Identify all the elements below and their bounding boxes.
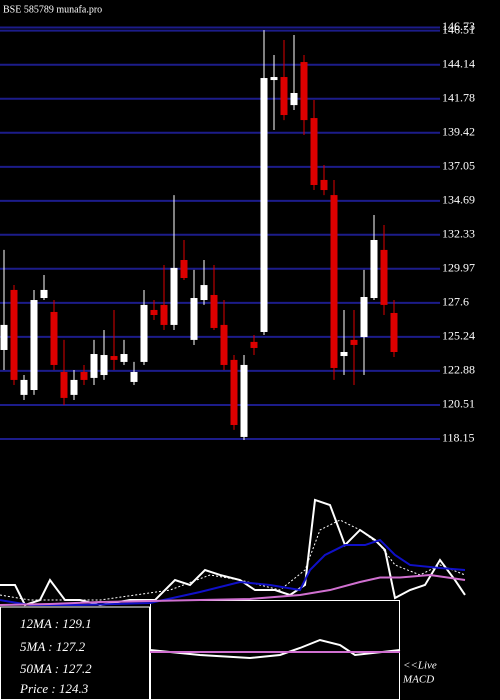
- candle-body: [350, 339, 358, 345]
- candle-body: [210, 294, 218, 328]
- annotation: <<Live: [403, 660, 437, 672]
- indicator-line: [0, 519, 466, 601]
- candle-body: [100, 355, 108, 376]
- candle-body: [90, 354, 98, 378]
- candle-body: [30, 300, 38, 391]
- candle-body: [290, 93, 298, 106]
- candle-body: [390, 312, 398, 352]
- candle-body: [190, 298, 198, 340]
- annotation: 5MA : 127.2: [20, 639, 86, 654]
- candle-body: [220, 324, 228, 365]
- candle-body: [80, 372, 88, 380]
- candle-body: [230, 359, 238, 425]
- annotation: 12MA : 129.1: [20, 616, 92, 631]
- y-tick-label: 132.33: [442, 227, 475, 241]
- candle-body: [40, 289, 48, 299]
- candle-body: [70, 379, 78, 395]
- candle-body: [250, 341, 258, 348]
- candle-body: [170, 267, 178, 325]
- annotation: MACD: [402, 674, 434, 686]
- candle-body: [310, 118, 318, 185]
- chart-title: BSE 585789 munafa.pro: [3, 4, 102, 15]
- annotation: Price : 124.3: [19, 681, 89, 696]
- candle-body: [270, 77, 278, 81]
- indicator-line: [0, 498, 466, 607]
- candle-body: [280, 77, 288, 116]
- y-tick-label: 125.24: [442, 329, 475, 343]
- candle-body: [60, 372, 68, 398]
- y-tick-label: 120.51: [442, 397, 475, 411]
- y-tick-label: 137.05: [442, 159, 475, 173]
- y-tick-label: 141.78: [442, 91, 475, 105]
- y-tick-label: 139.42: [442, 124, 475, 138]
- candle-body: [140, 304, 148, 362]
- y-tick-label: 146.73: [442, 19, 475, 33]
- candle-body: [330, 195, 338, 368]
- candle-body: [20, 379, 28, 395]
- candle-body: [240, 364, 248, 437]
- candle-body: [360, 297, 368, 338]
- indicator-line: [0, 538, 466, 606]
- candle-body: [10, 289, 18, 380]
- candle-body: [120, 354, 128, 362]
- indicator-line: [0, 573, 466, 606]
- y-tick-label: 146.51: [442, 22, 475, 36]
- candle-body: [300, 62, 308, 121]
- candle-body: [110, 356, 118, 360]
- y-tick-label: 118.15: [442, 431, 475, 445]
- y-tick-label: 144.14: [442, 57, 475, 71]
- candle-body: [0, 324, 8, 350]
- candle-body: [370, 239, 378, 299]
- candle-body: [150, 309, 158, 315]
- candle-body: [50, 311, 58, 365]
- candle-body: [160, 304, 168, 325]
- y-tick-label: 127.6: [442, 295, 469, 309]
- candle-body: [200, 285, 208, 301]
- candle-body: [130, 372, 138, 382]
- candle-body: [320, 179, 328, 191]
- y-tick-label: 134.69: [442, 193, 475, 207]
- candle-body: [380, 249, 388, 305]
- candle-body: [180, 260, 188, 278]
- y-tick-label: 129.97: [442, 261, 475, 275]
- annotation: 50MA : 127.2: [20, 661, 92, 676]
- candle-body: [260, 78, 268, 332]
- candle-body: [340, 351, 348, 357]
- y-tick-label: 122.88: [442, 363, 475, 377]
